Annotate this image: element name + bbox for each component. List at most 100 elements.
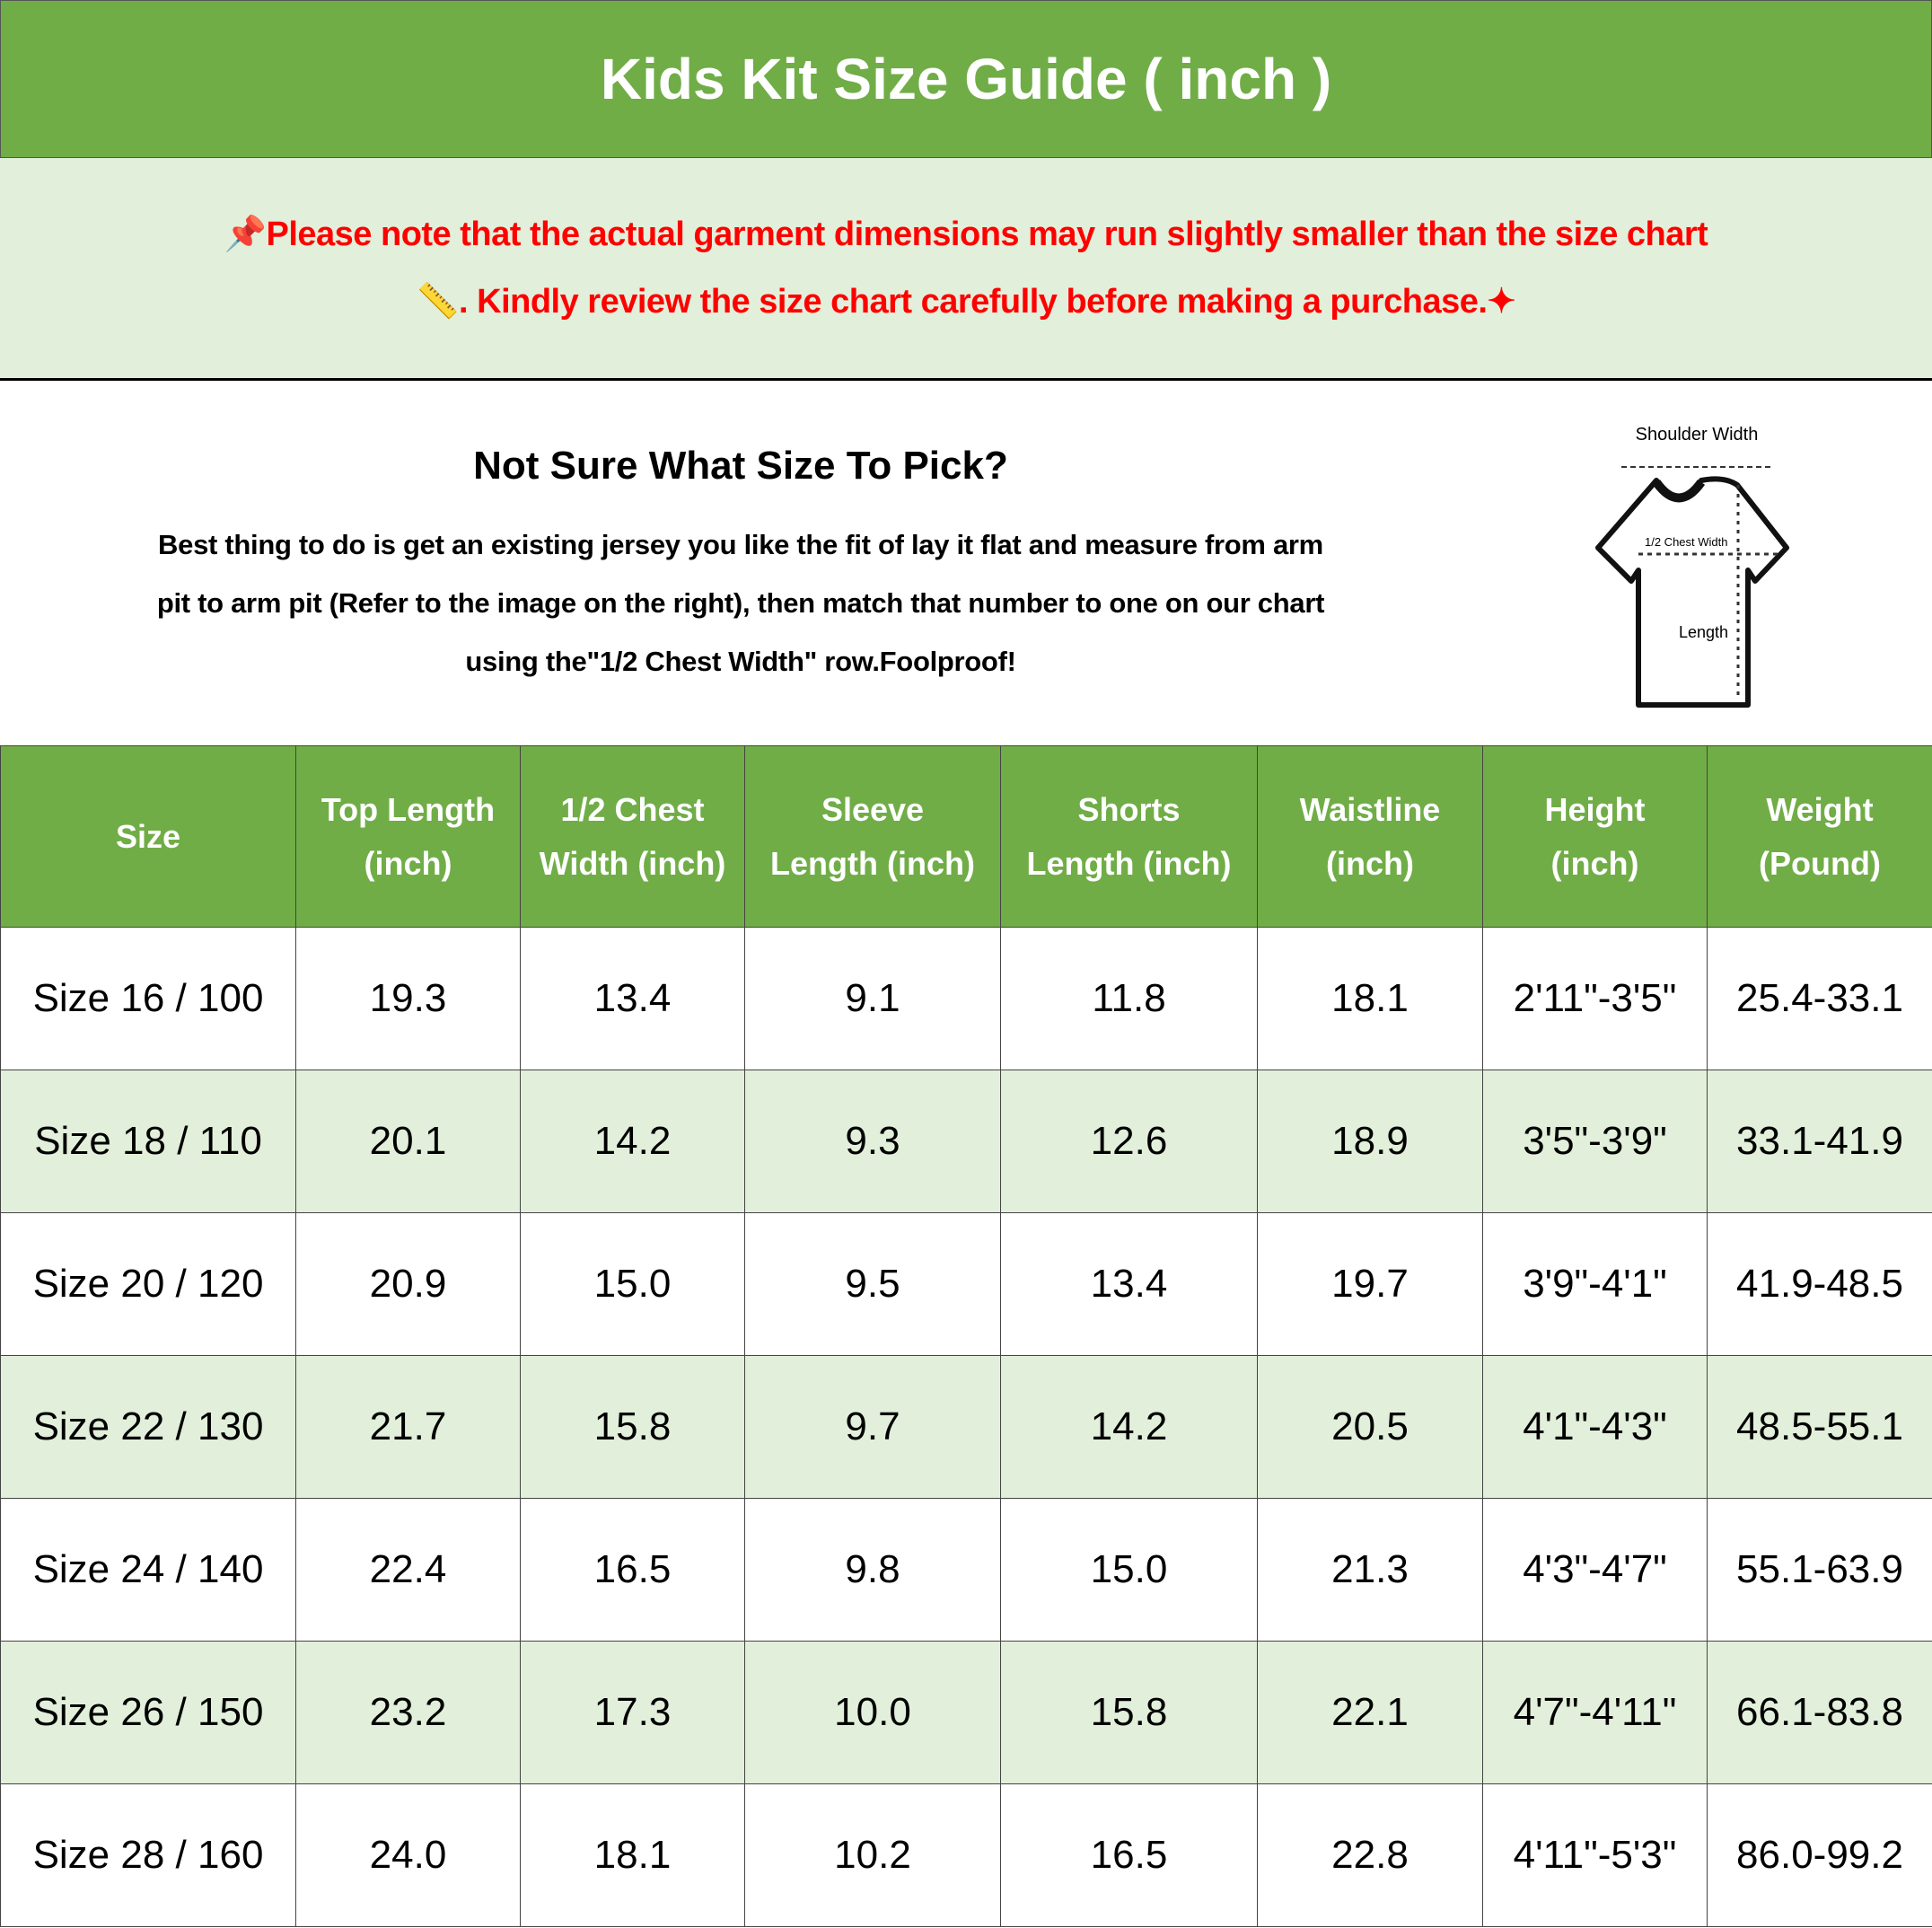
table-cell: 23.2 [295, 1641, 521, 1784]
table-cell: 18.9 [1257, 1070, 1483, 1213]
table-cell: 24.0 [295, 1783, 521, 1927]
table-cell: 15.8 [1000, 1641, 1258, 1784]
column-header-line: Waistline [1299, 790, 1441, 828]
table-cell: 14.2 [1000, 1355, 1258, 1499]
column-header-line: Width (inch) [539, 844, 726, 882]
page-title: Kids Kit Size Guide ( inch ) [0, 0, 1932, 158]
table-cell: 11.8 [1000, 927, 1258, 1070]
table-cell: 22.4 [295, 1498, 521, 1642]
column-header-line: (Pound) [1759, 844, 1881, 882]
column-header-line: (inch) [1550, 844, 1639, 882]
table-cell: 16.5 [1000, 1783, 1258, 1927]
table-cell: 18.1 [520, 1783, 745, 1927]
notice-line-1: Please note that the actual garment dime… [266, 216, 1708, 253]
size-table: Size Top Length (inch) 1/2 Chest Width (inch… [0, 745, 1932, 1927]
size-cell: Size 16 / 100 [0, 927, 296, 1070]
table-cell: 4'7"-4'11" [1482, 1641, 1708, 1784]
table-row: Size 20 / 120 20.9 15.0 9.5 13.4 19.7 3'9"-4'1… [0, 1212, 1932, 1356]
chest-width-label: 1/2 Chest Width [1645, 535, 1728, 549]
table-row: Size 24 / 140 22.4 16.5 9.8 15.0 21.3 4'3"-4'7… [0, 1498, 1932, 1642]
pushpin-icon: 📌 [224, 216, 267, 253]
notice-line-2: . Kindly review the size chart carefully… [459, 283, 1488, 321]
size-cell: Size 22 / 130 [0, 1355, 296, 1499]
size-cell: Size 18 / 110 [0, 1070, 296, 1213]
table-cell: 13.4 [1000, 1212, 1258, 1356]
column-header-line: Weight [1766, 790, 1874, 828]
column-header-line: Sleeve [821, 790, 925, 828]
table-cell: 2'11"-3'5" [1482, 927, 1708, 1070]
table-cell: 20.1 [295, 1070, 521, 1213]
sparkles-icon: ✦ [1487, 283, 1515, 321]
column-header: Height (inch) [1482, 745, 1708, 928]
table-row: Size 28 / 160 24.0 18.1 10.2 16.5 22.8 4'11"-5… [0, 1783, 1932, 1927]
table-cell: 86.0-99.2 [1707, 1783, 1932, 1927]
column-header: Top Length (inch) [295, 745, 521, 928]
notice-banner: 📌Please note that the actual garment dim… [0, 158, 1932, 381]
column-header: Weight (Pound) [1707, 745, 1932, 928]
table-cell: 48.5-55.1 [1707, 1355, 1932, 1499]
table-cell: 14.2 [520, 1070, 745, 1213]
size-cell: Size 24 / 140 [0, 1498, 296, 1642]
column-header: Shorts Length (inch) [1000, 745, 1258, 928]
tshirt-measurement-diagram: Shoulder Width 1/2 Chest Width Length [1595, 425, 1789, 708]
table-cell: 20.5 [1257, 1355, 1483, 1499]
column-header-line: Length (inch) [1026, 844, 1232, 882]
fit-instructions: Best thing to do is get an existing jers… [156, 529, 1325, 677]
table-cell: 3'9"-4'1" [1482, 1212, 1708, 1356]
table-cell: 15.0 [520, 1212, 745, 1356]
table-cell: 9.3 [744, 1070, 1001, 1213]
column-header-line: Size [115, 817, 181, 855]
column-header-line: 1/2 Chest [560, 790, 705, 828]
table-cell: 21.3 [1257, 1498, 1483, 1642]
shoulder-width-label: Shoulder Width [1636, 425, 1759, 445]
table-cell: 4'1"-4'3" [1482, 1355, 1708, 1499]
size-cell: Size 26 / 150 [0, 1641, 296, 1784]
table-cell: 22.8 [1257, 1783, 1483, 1927]
ruler-icon: 📏 [417, 283, 460, 321]
column-header: 1/2 Chest Width (inch) [520, 745, 745, 928]
column-header-line: (inch) [1326, 844, 1414, 882]
table-cell: 18.1 [1257, 927, 1483, 1070]
column-header: Waistline (inch) [1257, 745, 1483, 928]
column-header-line: Length (inch) [770, 844, 975, 882]
table-row: Size 16 / 100 19.3 13.4 9.1 11.8 18.1 2'11"-3'… [0, 927, 1932, 1070]
length-label: Length [1679, 623, 1728, 641]
column-header: Size [0, 745, 296, 928]
table-cell: 9.1 [744, 927, 1001, 1070]
size-cell: Size 28 / 160 [0, 1783, 296, 1927]
column-header-line: Top Length [321, 790, 496, 828]
table-cell: 13.4 [520, 927, 745, 1070]
table-cell: 41.9-48.5 [1707, 1212, 1932, 1356]
table-cell: 10.0 [744, 1641, 1001, 1784]
column-header-line: Height [1544, 790, 1646, 828]
fit-question: Not Sure What Size To Pick? [473, 444, 1008, 488]
table-cell: 19.3 [295, 927, 521, 1070]
table-cell: 15.0 [1000, 1498, 1258, 1642]
table-cell: 15.8 [520, 1355, 745, 1499]
table-cell: 9.7 [744, 1355, 1001, 1499]
table-row: Size 26 / 150 23.2 17.3 10.0 15.8 22.1 4'7"-4'… [0, 1641, 1932, 1784]
table-cell: 66.1-83.8 [1707, 1641, 1932, 1784]
size-cell: Size 20 / 120 [0, 1212, 296, 1356]
column-header-line: (inch) [364, 844, 452, 882]
table-cell: 20.9 [295, 1212, 521, 1356]
table-cell: 4'11"-5'3" [1482, 1783, 1708, 1927]
table-cell: 22.1 [1257, 1641, 1483, 1784]
table-cell: 12.6 [1000, 1070, 1258, 1213]
table-cell: 9.8 [744, 1498, 1001, 1642]
table-row: Size 22 / 130 21.7 15.8 9.7 14.2 20.5 4'1"-4'3… [0, 1355, 1932, 1499]
table-cell: 55.1-63.9 [1707, 1498, 1932, 1642]
table-cell: 19.7 [1257, 1212, 1483, 1356]
table-cell: 17.3 [520, 1641, 745, 1784]
table-cell: 3'5"-3'9" [1482, 1070, 1708, 1213]
table-cell: 25.4-33.1 [1707, 927, 1932, 1070]
table-cell: 9.5 [744, 1212, 1001, 1356]
table-row: Size 18 / 110 20.1 14.2 9.3 12.6 18.9 3'5"-3'9… [0, 1070, 1932, 1213]
column-header-line: Shorts [1077, 790, 1181, 828]
table-cell: 21.7 [295, 1355, 521, 1499]
table-cell: 16.5 [520, 1498, 745, 1642]
table-cell: 4'3"-4'7" [1482, 1498, 1708, 1642]
column-header: Sleeve Length (inch) [744, 745, 1001, 928]
table-cell: 10.2 [744, 1783, 1001, 1927]
table-cell: 33.1-41.9 [1707, 1070, 1932, 1213]
